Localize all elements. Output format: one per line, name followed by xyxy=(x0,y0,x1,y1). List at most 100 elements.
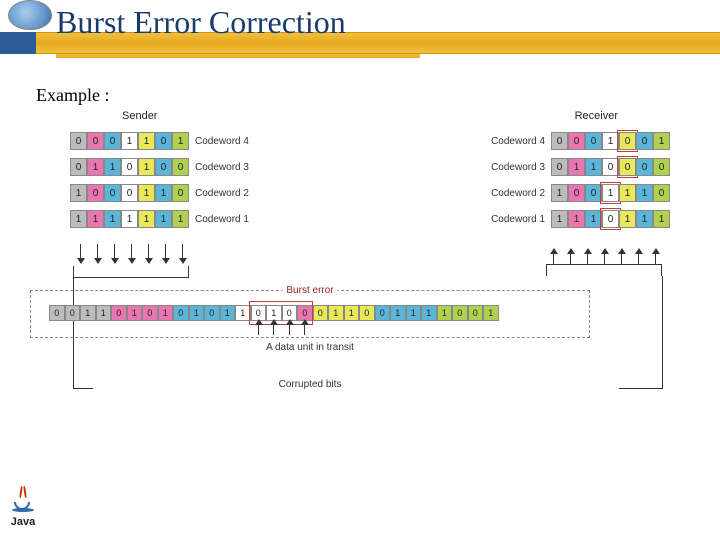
bit-cell: 1 xyxy=(104,158,121,176)
bit-cell: 1 xyxy=(602,184,619,202)
bit-cell: 0 xyxy=(121,158,138,176)
transit-bit-cell: 0 xyxy=(468,305,484,321)
codeword-row: 0001101Codeword 4 xyxy=(70,130,249,152)
bit-cell: 1 xyxy=(551,184,568,202)
receiver-conn-v xyxy=(662,276,663,388)
globe-logo xyxy=(8,0,52,30)
bit-cell: 1 xyxy=(138,210,155,228)
corrupted-label: Corrupted bits xyxy=(30,379,590,390)
transit-bit-cell: 0 xyxy=(359,305,375,321)
transit-area: Burst error 0011010101011010001100111100… xyxy=(30,290,590,390)
transit-bit-cell: 1 xyxy=(344,305,360,321)
bit-cell: 1 xyxy=(568,158,585,176)
bit-cell: 1 xyxy=(138,184,155,202)
codeword-row: 0001001Codeword 4 xyxy=(491,130,670,152)
transit-bit-cell: 0 xyxy=(204,305,220,321)
receiver-header: Receiver xyxy=(575,110,618,122)
bit-cell: 1 xyxy=(172,210,189,228)
transit-bit-cell: 0 xyxy=(65,305,81,321)
bit-cell: 1 xyxy=(155,184,172,202)
codeword-label: Codeword 4 xyxy=(195,136,249,147)
title-stripe xyxy=(0,32,36,54)
bit-cell: 0 xyxy=(104,184,121,202)
transit-bit-cell: 1 xyxy=(437,305,453,321)
title-underline xyxy=(56,54,420,58)
java-logo: Java xyxy=(10,488,36,528)
bit-cell: 0 xyxy=(653,158,670,176)
page-title: Burst Error Correction xyxy=(56,4,346,41)
bit-cell: 0 xyxy=(636,158,653,176)
transit-bit-cell: 1 xyxy=(80,305,96,321)
transit-bit-cell: 1 xyxy=(96,305,112,321)
transit-bit-cell: 1 xyxy=(328,305,344,321)
transit-dashed-box: Burst error 0011010101011010001100111100… xyxy=(30,290,590,338)
bit-cell: 1 xyxy=(653,210,670,228)
bit-cell: 0 xyxy=(155,158,172,176)
codeword-label: Codeword 4 xyxy=(491,136,545,147)
bit-cell: 0 xyxy=(87,184,104,202)
bit-cell: 1 xyxy=(172,132,189,150)
transit-bit-cell: 1 xyxy=(127,305,143,321)
transit-bit-cell: 1 xyxy=(158,305,174,321)
transit-bit-cell: 0 xyxy=(49,305,65,321)
bit-cell: 0 xyxy=(70,158,87,176)
receiver-block: 0001001Codeword 40110000Codeword 3100111… xyxy=(491,126,670,234)
transit-bit-cell: 0 xyxy=(173,305,189,321)
codeword-label: Codeword 2 xyxy=(491,188,545,199)
bit-cell: 1 xyxy=(619,210,636,228)
bit-cell: 1 xyxy=(653,132,670,150)
receiver-arrows xyxy=(547,244,661,264)
codeword-row: 1001110Codeword 2 xyxy=(491,182,670,204)
bit-cell: 0 xyxy=(619,158,636,176)
transit-bit-cell: 0 xyxy=(142,305,158,321)
bit-cell: 0 xyxy=(172,158,189,176)
bit-cell: 1 xyxy=(551,210,568,228)
burst-error-label: Burst error xyxy=(282,285,337,296)
bit-cell: 0 xyxy=(653,184,670,202)
transit-bit-cell: 1 xyxy=(390,305,406,321)
java-text: Java xyxy=(10,516,36,528)
transit-bit-cell: 1 xyxy=(220,305,236,321)
bit-cell: 1 xyxy=(104,210,121,228)
bit-cell: 0 xyxy=(172,184,189,202)
codeword-label: Codeword 3 xyxy=(491,162,545,173)
bit-cell: 0 xyxy=(551,158,568,176)
codeword-label: Codeword 1 xyxy=(491,214,545,225)
example-label: Example : xyxy=(36,85,109,106)
transit-bit-cell: 0 xyxy=(452,305,468,321)
sender-block: 0001101Codeword 40110100Codeword 3100011… xyxy=(70,126,249,234)
codeword-row: 1111111Codeword 1 xyxy=(70,208,249,230)
codeword-row: 1110111Codeword 1 xyxy=(491,208,670,230)
bit-cell: 1 xyxy=(585,210,602,228)
transit-bit-cell: 1 xyxy=(421,305,437,321)
codeword-label: Codeword 1 xyxy=(195,214,249,225)
bit-cell: 1 xyxy=(121,210,138,228)
bit-cell: 1 xyxy=(138,158,155,176)
bit-cell: 0 xyxy=(551,132,568,150)
transit-bit-cell: 0 xyxy=(375,305,391,321)
sender-header: Sender xyxy=(122,110,157,122)
sender-bracket xyxy=(73,266,189,278)
bit-cell: 0 xyxy=(568,184,585,202)
bit-cell: 0 xyxy=(636,132,653,150)
bit-cell: 0 xyxy=(87,132,104,150)
codeword-label: Codeword 3 xyxy=(195,162,249,173)
sender-arrows xyxy=(74,244,188,264)
transit-title: A data unit in transit xyxy=(30,342,590,353)
bit-cell: 0 xyxy=(121,184,138,202)
receiver-bracket xyxy=(546,264,662,276)
bit-cell: 1 xyxy=(636,184,653,202)
codeword-label: Codeword 2 xyxy=(195,188,249,199)
transit-bit-cell: 0 xyxy=(111,305,127,321)
bit-cell: 0 xyxy=(568,132,585,150)
transit-bit-cell: 0 xyxy=(313,305,329,321)
bit-cell: 0 xyxy=(619,132,636,150)
bit-cell: 1 xyxy=(568,210,585,228)
bit-cell: 0 xyxy=(70,132,87,150)
bit-cell: 1 xyxy=(636,210,653,228)
codeword-row: 1000110Codeword 2 xyxy=(70,182,249,204)
receiver-conn-h xyxy=(619,388,663,389)
bit-cell: 1 xyxy=(155,210,172,228)
bit-cell: 0 xyxy=(585,132,602,150)
transit-bit-cell: 1 xyxy=(406,305,422,321)
